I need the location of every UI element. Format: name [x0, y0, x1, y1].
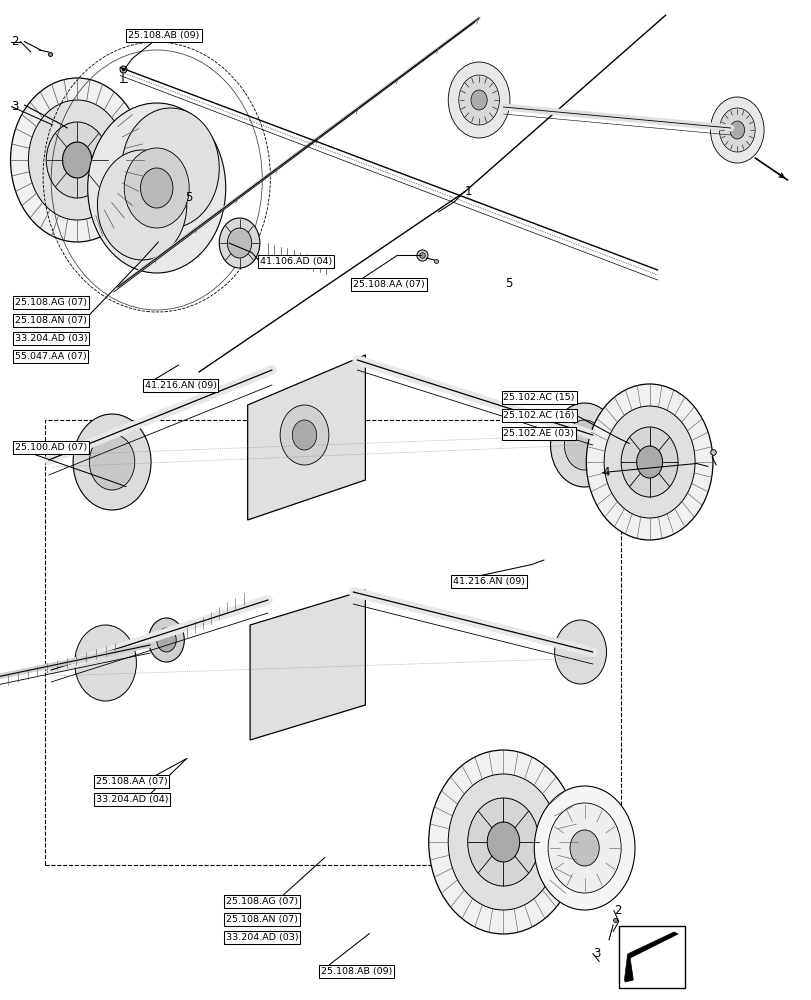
Text: 25.108.AG (07): 25.108.AG (07)	[225, 897, 298, 906]
Circle shape	[89, 434, 135, 490]
Circle shape	[140, 168, 173, 208]
Text: 25.108.AA (07): 25.108.AA (07)	[353, 280, 424, 289]
Circle shape	[97, 150, 187, 260]
Text: 3: 3	[592, 947, 599, 960]
Circle shape	[73, 414, 151, 510]
Text: 25.108.AN (07): 25.108.AN (07)	[225, 915, 298, 924]
Circle shape	[280, 405, 328, 465]
Text: 25.102.AC (15): 25.102.AC (15)	[503, 393, 574, 402]
Text: 25.108.AG (07): 25.108.AG (07)	[15, 298, 87, 307]
Circle shape	[550, 403, 618, 487]
Circle shape	[470, 90, 487, 110]
Polygon shape	[624, 932, 677, 982]
Circle shape	[75, 625, 136, 701]
Text: 41.216.AN (09): 41.216.AN (09)	[144, 381, 217, 390]
Circle shape	[428, 750, 577, 934]
Circle shape	[636, 446, 662, 478]
Text: 1: 1	[464, 185, 471, 198]
Circle shape	[11, 78, 144, 242]
Text: 25.102.AE (03): 25.102.AE (03)	[503, 429, 573, 438]
Circle shape	[569, 830, 599, 866]
Polygon shape	[247, 355, 365, 520]
Circle shape	[719, 108, 754, 152]
Circle shape	[157, 628, 176, 652]
Circle shape	[458, 75, 499, 125]
Circle shape	[467, 798, 539, 886]
Text: 41.216.AN (09): 41.216.AN (09)	[453, 577, 525, 586]
Circle shape	[122, 108, 219, 228]
Circle shape	[227, 228, 251, 258]
Circle shape	[62, 142, 92, 178]
Circle shape	[547, 803, 620, 893]
Circle shape	[534, 786, 634, 910]
Circle shape	[554, 620, 606, 684]
Circle shape	[448, 774, 558, 910]
Circle shape	[88, 103, 225, 273]
Circle shape	[603, 406, 694, 518]
Bar	[45, 420, 620, 865]
Text: 55.047.AA (07): 55.047.AA (07)	[15, 352, 86, 361]
Circle shape	[620, 427, 677, 497]
Circle shape	[148, 618, 184, 662]
Text: 3: 3	[11, 100, 19, 113]
Text: 25.102.AC (16): 25.102.AC (16)	[503, 411, 574, 420]
Text: 25.108.AB (09): 25.108.AB (09)	[128, 31, 200, 40]
Circle shape	[292, 420, 316, 450]
Circle shape	[28, 100, 126, 220]
Text: 25.100.AD (07): 25.100.AD (07)	[15, 443, 87, 452]
Circle shape	[710, 97, 763, 163]
Bar	[618, 926, 684, 988]
Text: 25.108.AB (09): 25.108.AB (09)	[320, 967, 392, 976]
Text: 25.108.AN (07): 25.108.AN (07)	[15, 316, 87, 325]
Circle shape	[219, 218, 260, 268]
Text: 33.204.AD (03): 33.204.AD (03)	[15, 334, 87, 343]
Circle shape	[46, 122, 108, 198]
Circle shape	[729, 121, 744, 139]
Circle shape	[124, 148, 189, 228]
Polygon shape	[250, 590, 365, 740]
Text: 33.204.AD (04): 33.204.AD (04)	[96, 795, 168, 804]
Text: 2: 2	[11, 35, 19, 48]
Text: 5: 5	[185, 191, 192, 204]
Circle shape	[586, 384, 712, 540]
Circle shape	[487, 822, 519, 862]
Text: 25.108.AA (07): 25.108.AA (07)	[96, 777, 167, 786]
Circle shape	[448, 62, 509, 138]
Circle shape	[564, 420, 604, 470]
Text: 2: 2	[613, 904, 620, 917]
Text: 5: 5	[504, 277, 512, 290]
Text: 41.106.AD (04): 41.106.AD (04)	[260, 257, 332, 266]
Text: 33.204.AD (03): 33.204.AD (03)	[225, 933, 298, 942]
Text: 4: 4	[602, 466, 609, 479]
